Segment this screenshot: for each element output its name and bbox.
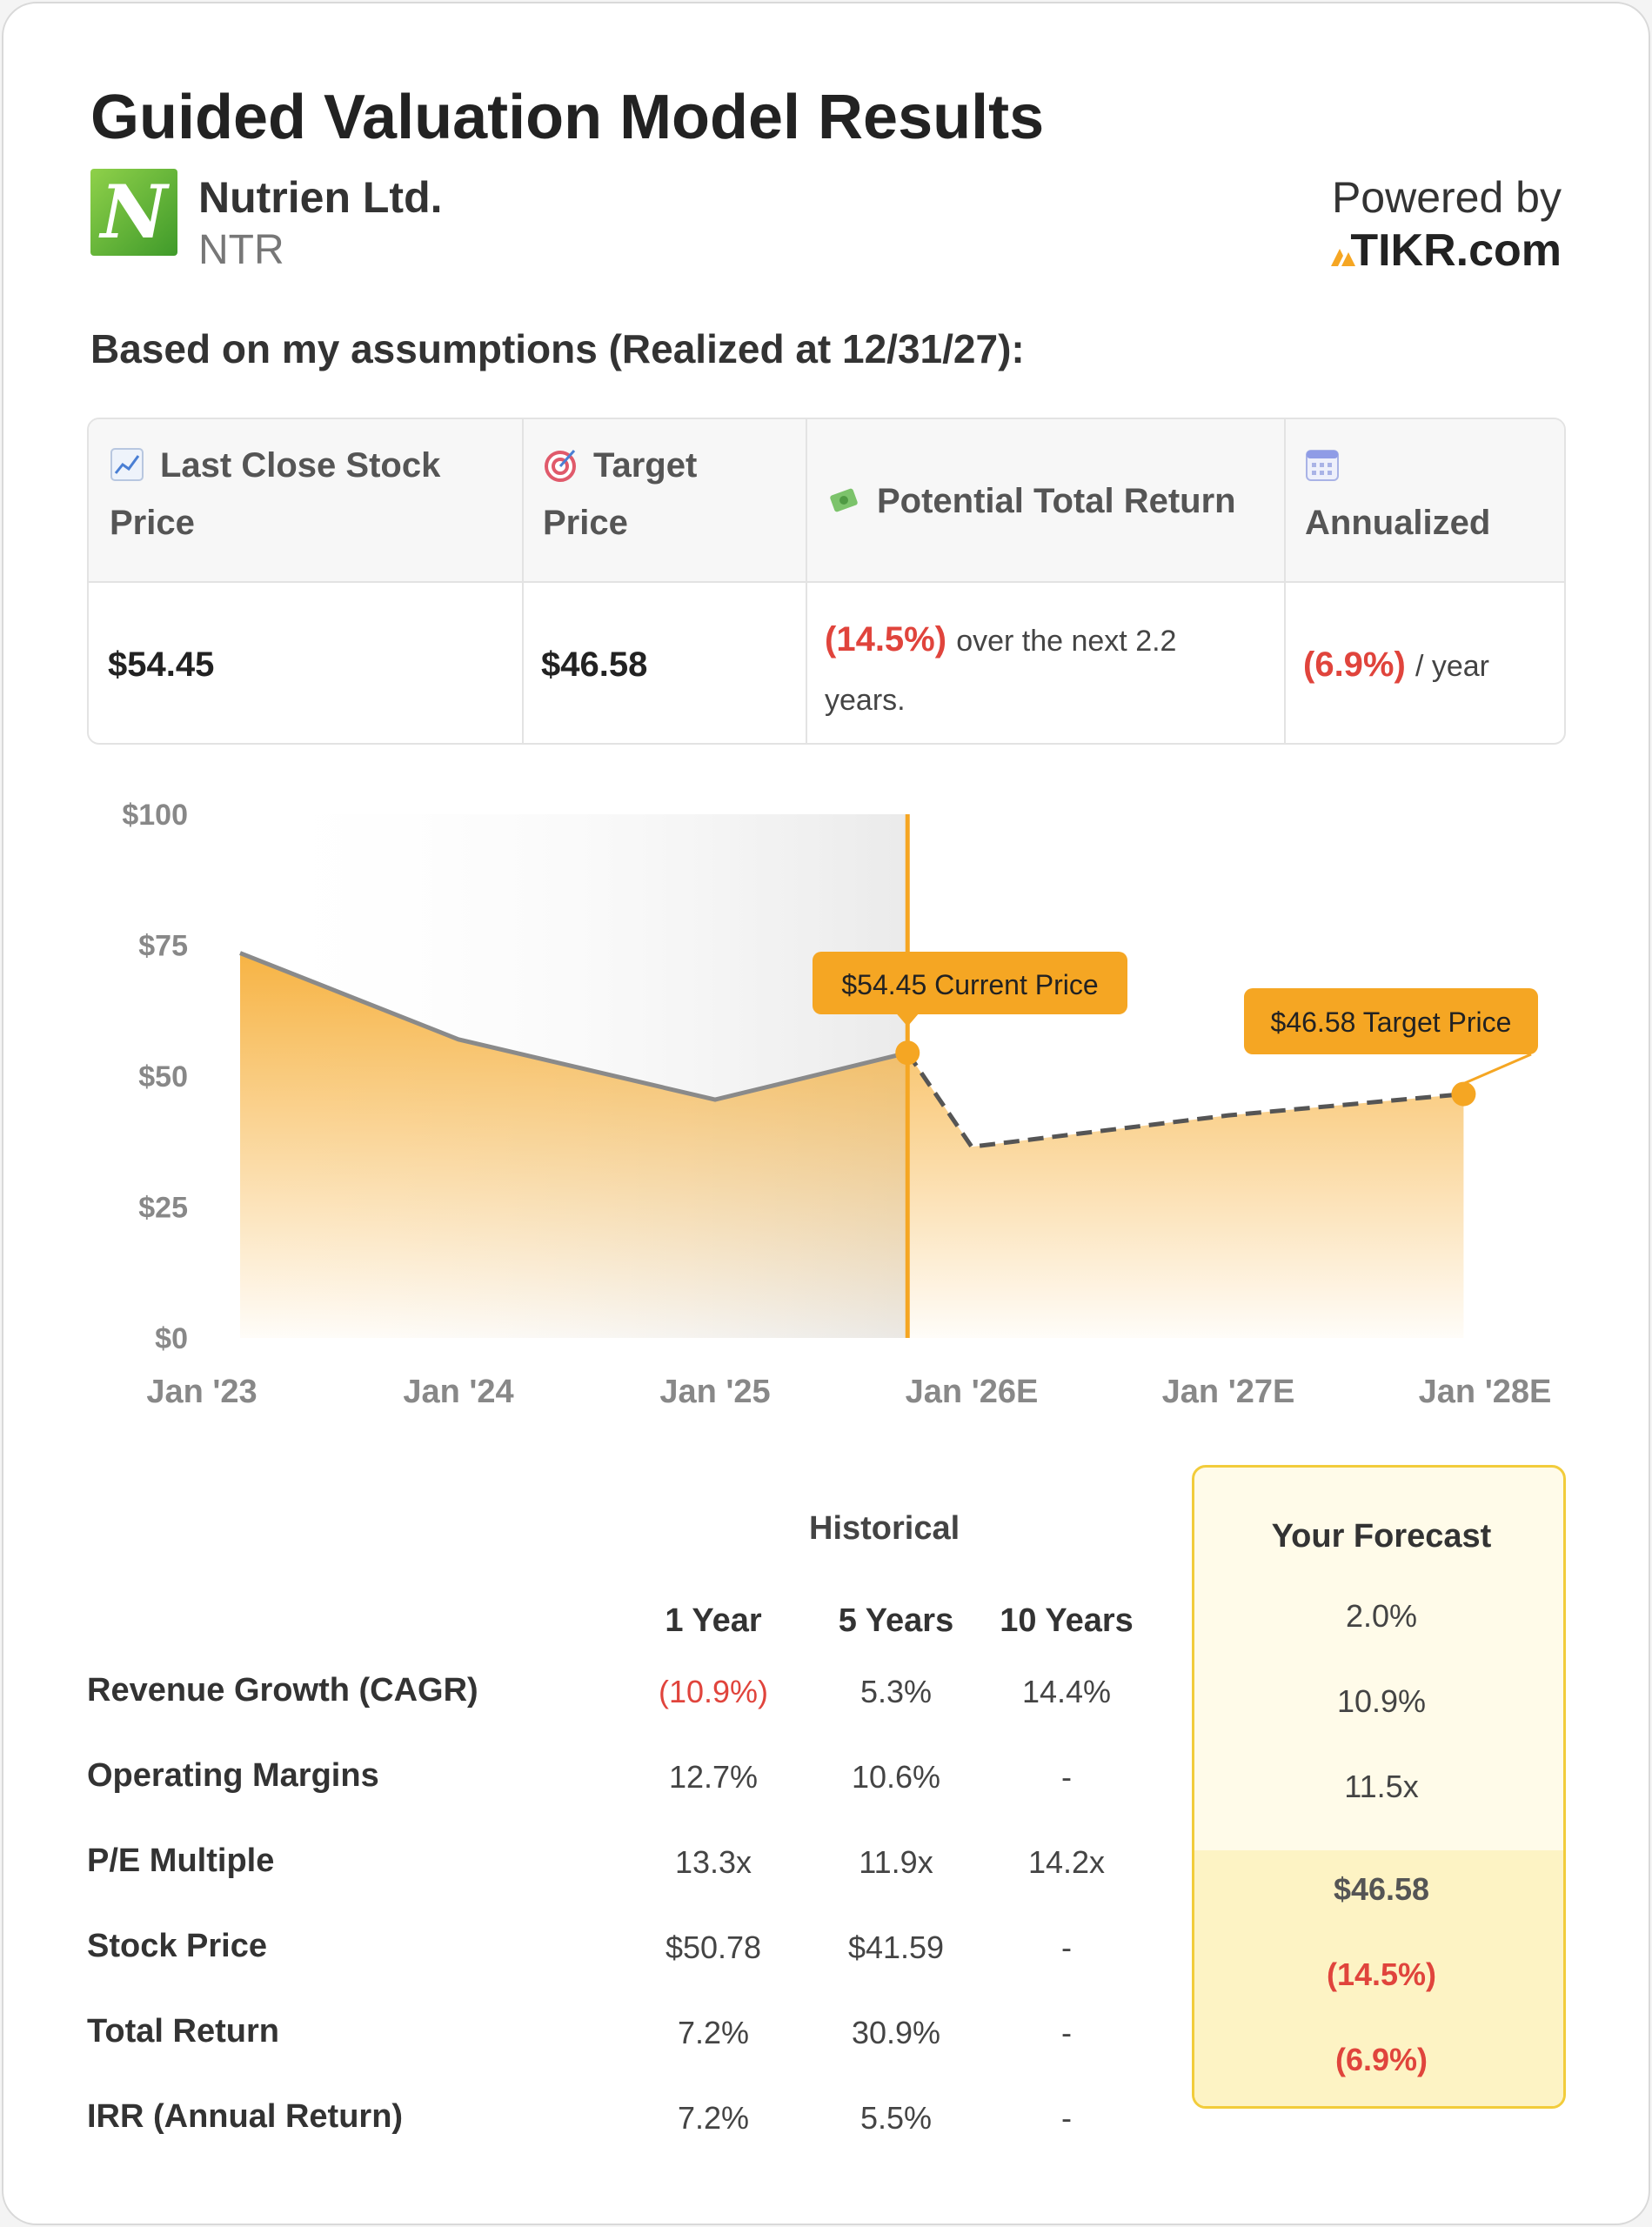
row-label: P/E Multiple <box>87 1842 275 1879</box>
header-total-return: Potential Total Return <box>826 472 1279 530</box>
forecast-operating-margin[interactable]: 10.9% <box>1336 1683 1427 1719</box>
table-cell: $50.78 <box>665 1929 762 1965</box>
total-return-cell: (14.5%) over the next 2.2 years. <box>825 611 1268 729</box>
total-return-text1: over the next 2.2 <box>956 625 1177 658</box>
column-divider <box>806 419 807 743</box>
header-target-line2: Price <box>543 504 628 542</box>
forecast-results-section <box>1194 1850 1563 2106</box>
target-price-label: $46.58 Target Price <box>1271 1006 1512 1038</box>
column-divider <box>1284 419 1286 743</box>
forecast-title: Your Forecast <box>1271 1518 1492 1555</box>
forecast-irr: (6.9%) <box>1334 2042 1428 2077</box>
header-last-close: Last Close Stock Price <box>110 437 510 552</box>
column-header-1-year: 1 Year <box>665 1602 762 1639</box>
column-header-5-years: 5 Years <box>838 1602 954 1639</box>
header-last-close-line2: Price <box>110 504 195 542</box>
annualized-text: / year <box>1415 650 1489 683</box>
price-area <box>240 953 1464 1338</box>
current-price-point <box>895 1040 920 1066</box>
forecast-total-return: (14.5%) <box>1326 1956 1437 1992</box>
x-tick-label: Jan '24 <box>403 1374 513 1410</box>
y-tick-label: $50 <box>138 1060 188 1093</box>
row-label: Total Return <box>87 2013 279 2050</box>
y-tick-label: $100 <box>122 799 188 832</box>
forecast-panel: Your Forecast 2.0% 10.9% 11.5x $46.58 (1… <box>1192 1465 1566 2109</box>
forecast-line <box>906 1051 1464 1149</box>
x-tick-label: Jan '28E <box>1419 1374 1552 1410</box>
company-name: Nutrien Ltd. <box>198 173 443 222</box>
header-last-close-line1: Last Close Stock <box>160 446 441 485</box>
last-close-value: $54.45 <box>108 645 215 684</box>
target-price-leader <box>1462 1053 1532 1085</box>
summary-header-row <box>89 419 1564 583</box>
y-tick-label: $0 <box>155 1322 188 1355</box>
total-return-pct: (14.5%) <box>825 620 947 659</box>
table-cell: - <box>1061 1929 1072 1965</box>
header-annualized-label: Annualized <box>1305 504 1491 542</box>
total-return-text2: years. <box>825 684 906 717</box>
column-header-10-years: 10 Years <box>1000 1602 1134 1639</box>
header-total-return-label: Potential Total Return <box>877 482 1236 520</box>
current-price-callout <box>813 952 1127 1014</box>
x-tick-label: Jan '23 <box>146 1374 257 1410</box>
annualized-pct: (6.9%) <box>1303 645 1406 684</box>
table-cell: 7.2% <box>677 2015 750 2050</box>
tikr-logo-icon <box>1331 249 1355 266</box>
header-target-line1: Target <box>593 446 698 485</box>
table-cell: 14.2x <box>1027 1844 1106 1880</box>
table-cell: 30.9% <box>851 2015 941 2050</box>
table-cell: 5.3% <box>859 1674 933 1709</box>
table-cell: 13.3x <box>674 1844 752 1880</box>
historical-line <box>239 951 908 1102</box>
logo-letter: N <box>100 169 168 255</box>
current-price-callout-pointer <box>897 1014 919 1027</box>
row-label: Revenue Growth (CAGR) <box>87 1672 478 1709</box>
current-price-label: $54.45 Current Price <box>841 969 1098 1000</box>
table-cell: 10.6% <box>851 1759 941 1795</box>
header-annualized: Annualized <box>1305 437 1557 552</box>
page-title: Guided Valuation Model Results <box>90 83 1045 152</box>
target-price-point <box>1451 1081 1476 1107</box>
table-cell: $41.59 <box>847 1929 945 1965</box>
table-cell: 14.4% <box>1021 1674 1112 1709</box>
table-cell: (10.9%) <box>658 1674 769 1709</box>
table-cell: 7.2% <box>677 2100 750 2136</box>
target-price-callout <box>1244 988 1538 1054</box>
row-label: Stock Price <box>87 1928 267 1964</box>
money-with-wings-icon <box>830 488 858 512</box>
company-logo: N <box>90 169 177 256</box>
powered-by-label: Powered by <box>1331 173 1562 222</box>
row-label: Operating Margins <box>87 1757 379 1794</box>
forecast-pe-multiple[interactable]: 11.5x <box>1344 1769 1419 1804</box>
table-cell: - <box>1061 2015 1072 2050</box>
calendar-icon <box>1306 450 1339 481</box>
x-tick-label: Jan '27E <box>1162 1374 1295 1410</box>
table-cell: 11.9x <box>859 1844 933 1880</box>
forecast-stock-price: $46.58 <box>1333 1871 1430 1907</box>
assumptions-line: Based on my assumptions (Realized at 12/… <box>90 326 1025 371</box>
table-cell: - <box>1061 2100 1072 2136</box>
brand-link[interactable]: TIKR.com <box>1350 225 1562 276</box>
price-chart: $0 $25 $50 $75 $100 Jan '23 Jan '24 Jan '25 Jan … <box>122 799 1552 1410</box>
bullseye-icon <box>545 450 576 482</box>
ticker-symbol: NTR <box>198 227 284 273</box>
row-label: IRR (Annual Return) <box>87 2098 404 2135</box>
forecast-revenue-growth[interactable]: 2.0% <box>1345 1598 1418 1634</box>
summary-table: Last Close Stock Price Target Price Pote… <box>87 418 1566 745</box>
y-tick-label: $25 <box>138 1192 188 1225</box>
header-target: Target Price <box>543 437 795 552</box>
x-tick-label: Jan '26E <box>906 1374 1039 1410</box>
x-tick-label: Jan '25 <box>659 1374 770 1410</box>
table-cell: - <box>1061 1759 1072 1795</box>
y-tick-label: $75 <box>138 930 188 963</box>
table-cell: 12.7% <box>668 1759 759 1795</box>
table-cell: 5.5% <box>859 2100 933 2136</box>
chart-increasing-icon <box>110 448 144 481</box>
target-price-value: $46.58 <box>541 645 648 684</box>
annualized-cell: (6.9%) / year <box>1303 645 1489 685</box>
column-divider <box>522 419 524 743</box>
historical-title: Historical <box>809 1510 960 1547</box>
